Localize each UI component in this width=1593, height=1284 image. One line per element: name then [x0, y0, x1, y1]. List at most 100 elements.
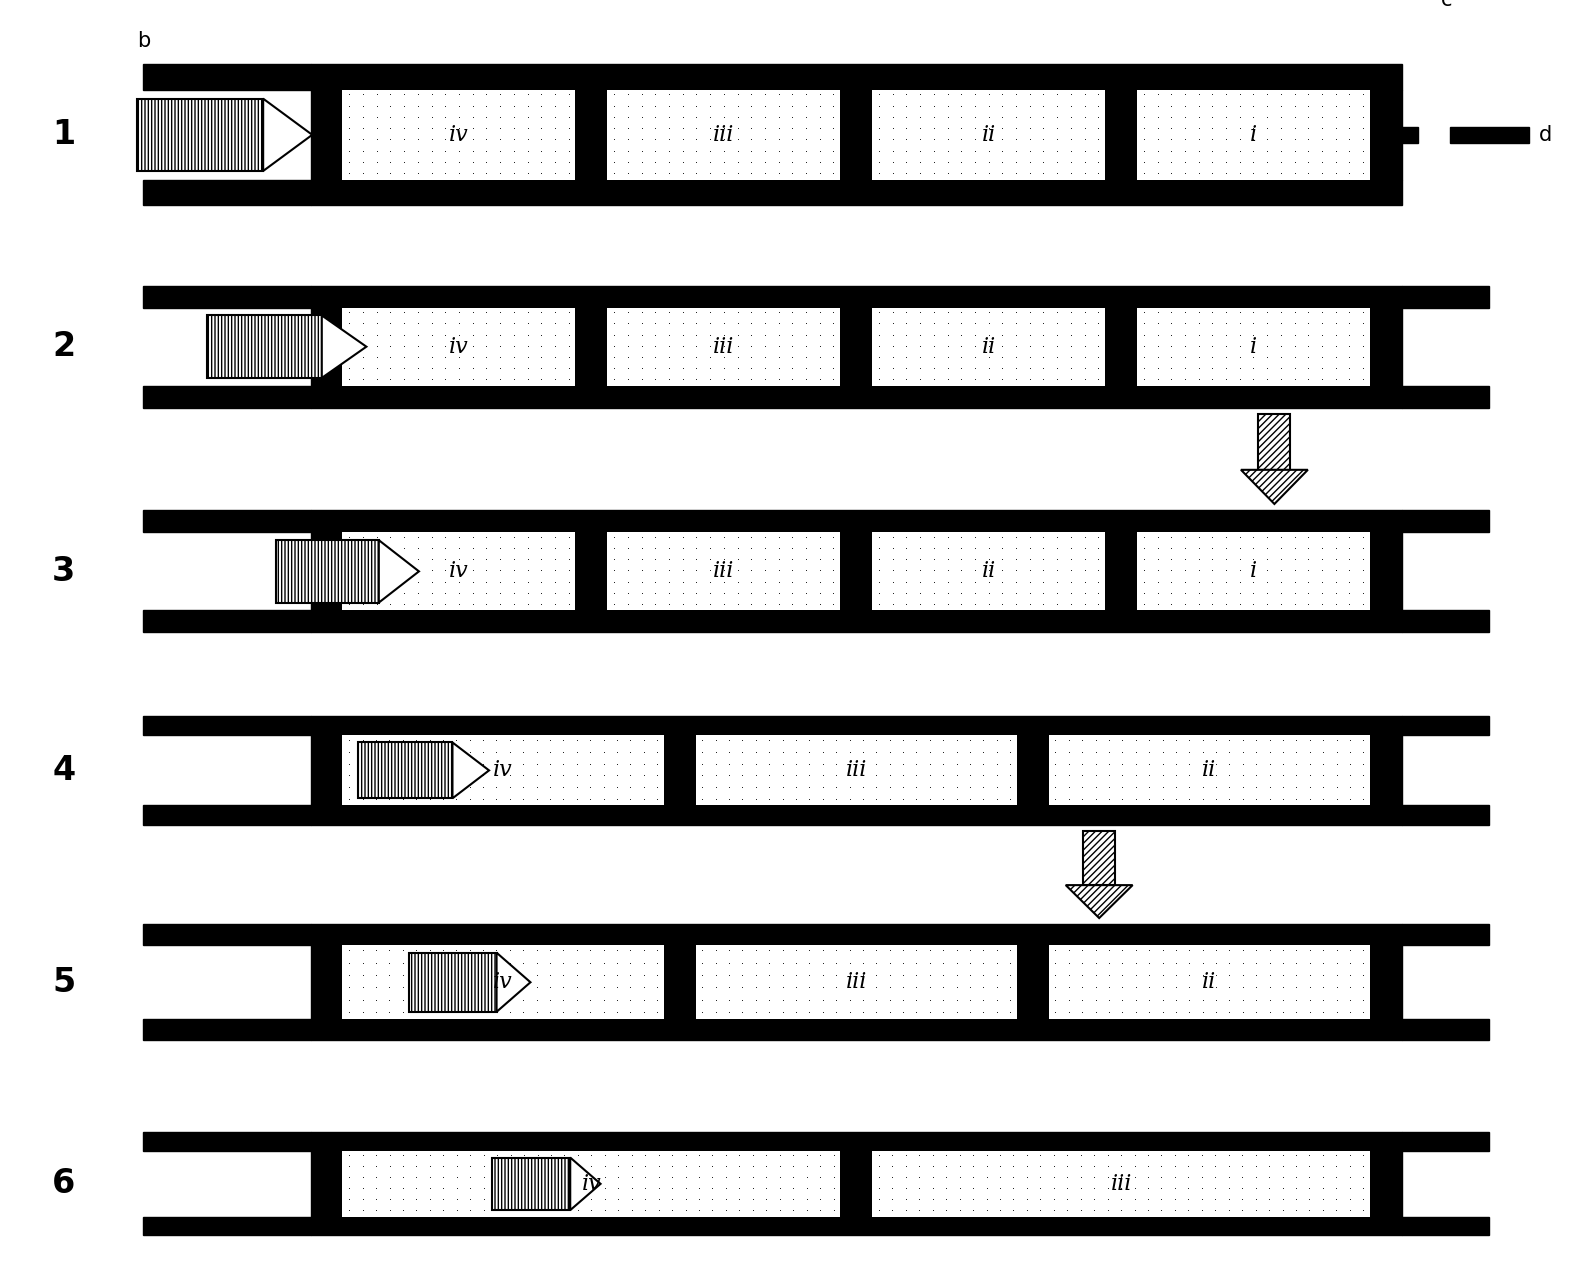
Bar [1258, 413, 1290, 470]
Text: ii: ii [1203, 971, 1217, 994]
Bar [143, 805, 311, 824]
Bar [207, 316, 322, 377]
Bar [342, 945, 664, 1019]
Bar [1402, 510, 1489, 533]
Bar [607, 533, 841, 610]
Bar [1402, 1132, 1489, 1150]
Bar [696, 736, 1016, 805]
Bar [1137, 533, 1370, 610]
Polygon shape [322, 316, 366, 377]
Bar [143, 1132, 311, 1150]
Bar [311, 533, 1402, 610]
Text: i: i [1251, 123, 1257, 146]
Bar [276, 541, 379, 602]
Text: iv: iv [449, 123, 468, 146]
Text: 6: 6 [53, 1167, 75, 1201]
Bar [1402, 716, 1489, 736]
Text: iv: iv [494, 971, 513, 994]
Polygon shape [1241, 470, 1308, 503]
Text: iv: iv [449, 560, 468, 583]
Bar [143, 510, 311, 533]
Text: ii: ii [981, 123, 996, 146]
Polygon shape [570, 1158, 601, 1210]
Text: 5: 5 [53, 966, 75, 999]
Bar [1402, 286, 1489, 308]
Polygon shape [379, 541, 419, 602]
Bar [143, 64, 311, 90]
Bar [311, 736, 1402, 805]
Text: iii: iii [714, 560, 734, 583]
Polygon shape [452, 742, 489, 799]
Bar [1402, 610, 1489, 632]
Bar [409, 953, 497, 1012]
Text: a: a [325, 125, 338, 145]
Bar [342, 90, 575, 180]
Polygon shape [263, 99, 312, 171]
Text: c: c [1440, 0, 1453, 10]
Bar [607, 308, 841, 385]
Polygon shape [1066, 885, 1133, 918]
Text: 3: 3 [53, 555, 75, 588]
Bar [696, 945, 1016, 1019]
Text: 2: 2 [53, 330, 75, 363]
Bar [311, 945, 1402, 1019]
Polygon shape [497, 953, 530, 1012]
Text: iii: iii [1110, 1172, 1131, 1195]
Bar [1137, 308, 1370, 385]
Bar [492, 1158, 570, 1210]
Text: i: i [1251, 560, 1257, 583]
Bar [342, 736, 664, 805]
Bar [311, 805, 1402, 824]
Bar [1450, 127, 1529, 143]
Text: iii: iii [714, 335, 734, 358]
Bar [137, 99, 263, 171]
Bar [311, 308, 1402, 385]
Text: b: b [137, 31, 150, 51]
Bar [1137, 90, 1370, 180]
Text: d: d [1539, 125, 1552, 145]
Bar [873, 90, 1106, 180]
Bar [311, 385, 1402, 408]
Text: ii: ii [981, 335, 996, 358]
Bar [311, 64, 1402, 90]
Bar [1402, 924, 1489, 945]
Text: iv: iv [581, 1172, 601, 1195]
Bar [311, 180, 1402, 205]
Bar [342, 1150, 841, 1217]
Bar [1402, 1019, 1489, 1040]
Bar [311, 1019, 1402, 1040]
Text: i: i [1251, 335, 1257, 358]
Bar [311, 610, 1402, 632]
Bar [143, 180, 311, 205]
Text: iii: iii [846, 759, 867, 782]
Bar [143, 610, 311, 632]
Bar [342, 308, 575, 385]
Bar [311, 1217, 1402, 1235]
Text: iii: iii [714, 123, 734, 146]
Bar [311, 286, 1402, 308]
Bar [143, 286, 311, 308]
Bar [873, 308, 1106, 385]
Text: iii: iii [846, 971, 867, 994]
Text: iv: iv [494, 759, 513, 782]
Bar [1402, 127, 1418, 143]
Bar [607, 90, 841, 180]
Bar [143, 716, 311, 736]
Text: ii: ii [981, 560, 996, 583]
Bar [1048, 736, 1370, 805]
Bar [358, 742, 452, 799]
Text: 1: 1 [53, 118, 75, 152]
Bar [143, 924, 311, 945]
Bar [1083, 832, 1115, 885]
Bar [1402, 805, 1489, 824]
Bar [1402, 1217, 1489, 1235]
Text: 4: 4 [53, 754, 75, 787]
Bar [1402, 385, 1489, 408]
Bar [311, 1132, 1402, 1150]
Bar [143, 385, 311, 408]
Bar [311, 90, 1402, 180]
Bar [311, 510, 1402, 533]
Bar [873, 1150, 1370, 1217]
Text: iv: iv [449, 335, 468, 358]
Bar [311, 1150, 1402, 1217]
